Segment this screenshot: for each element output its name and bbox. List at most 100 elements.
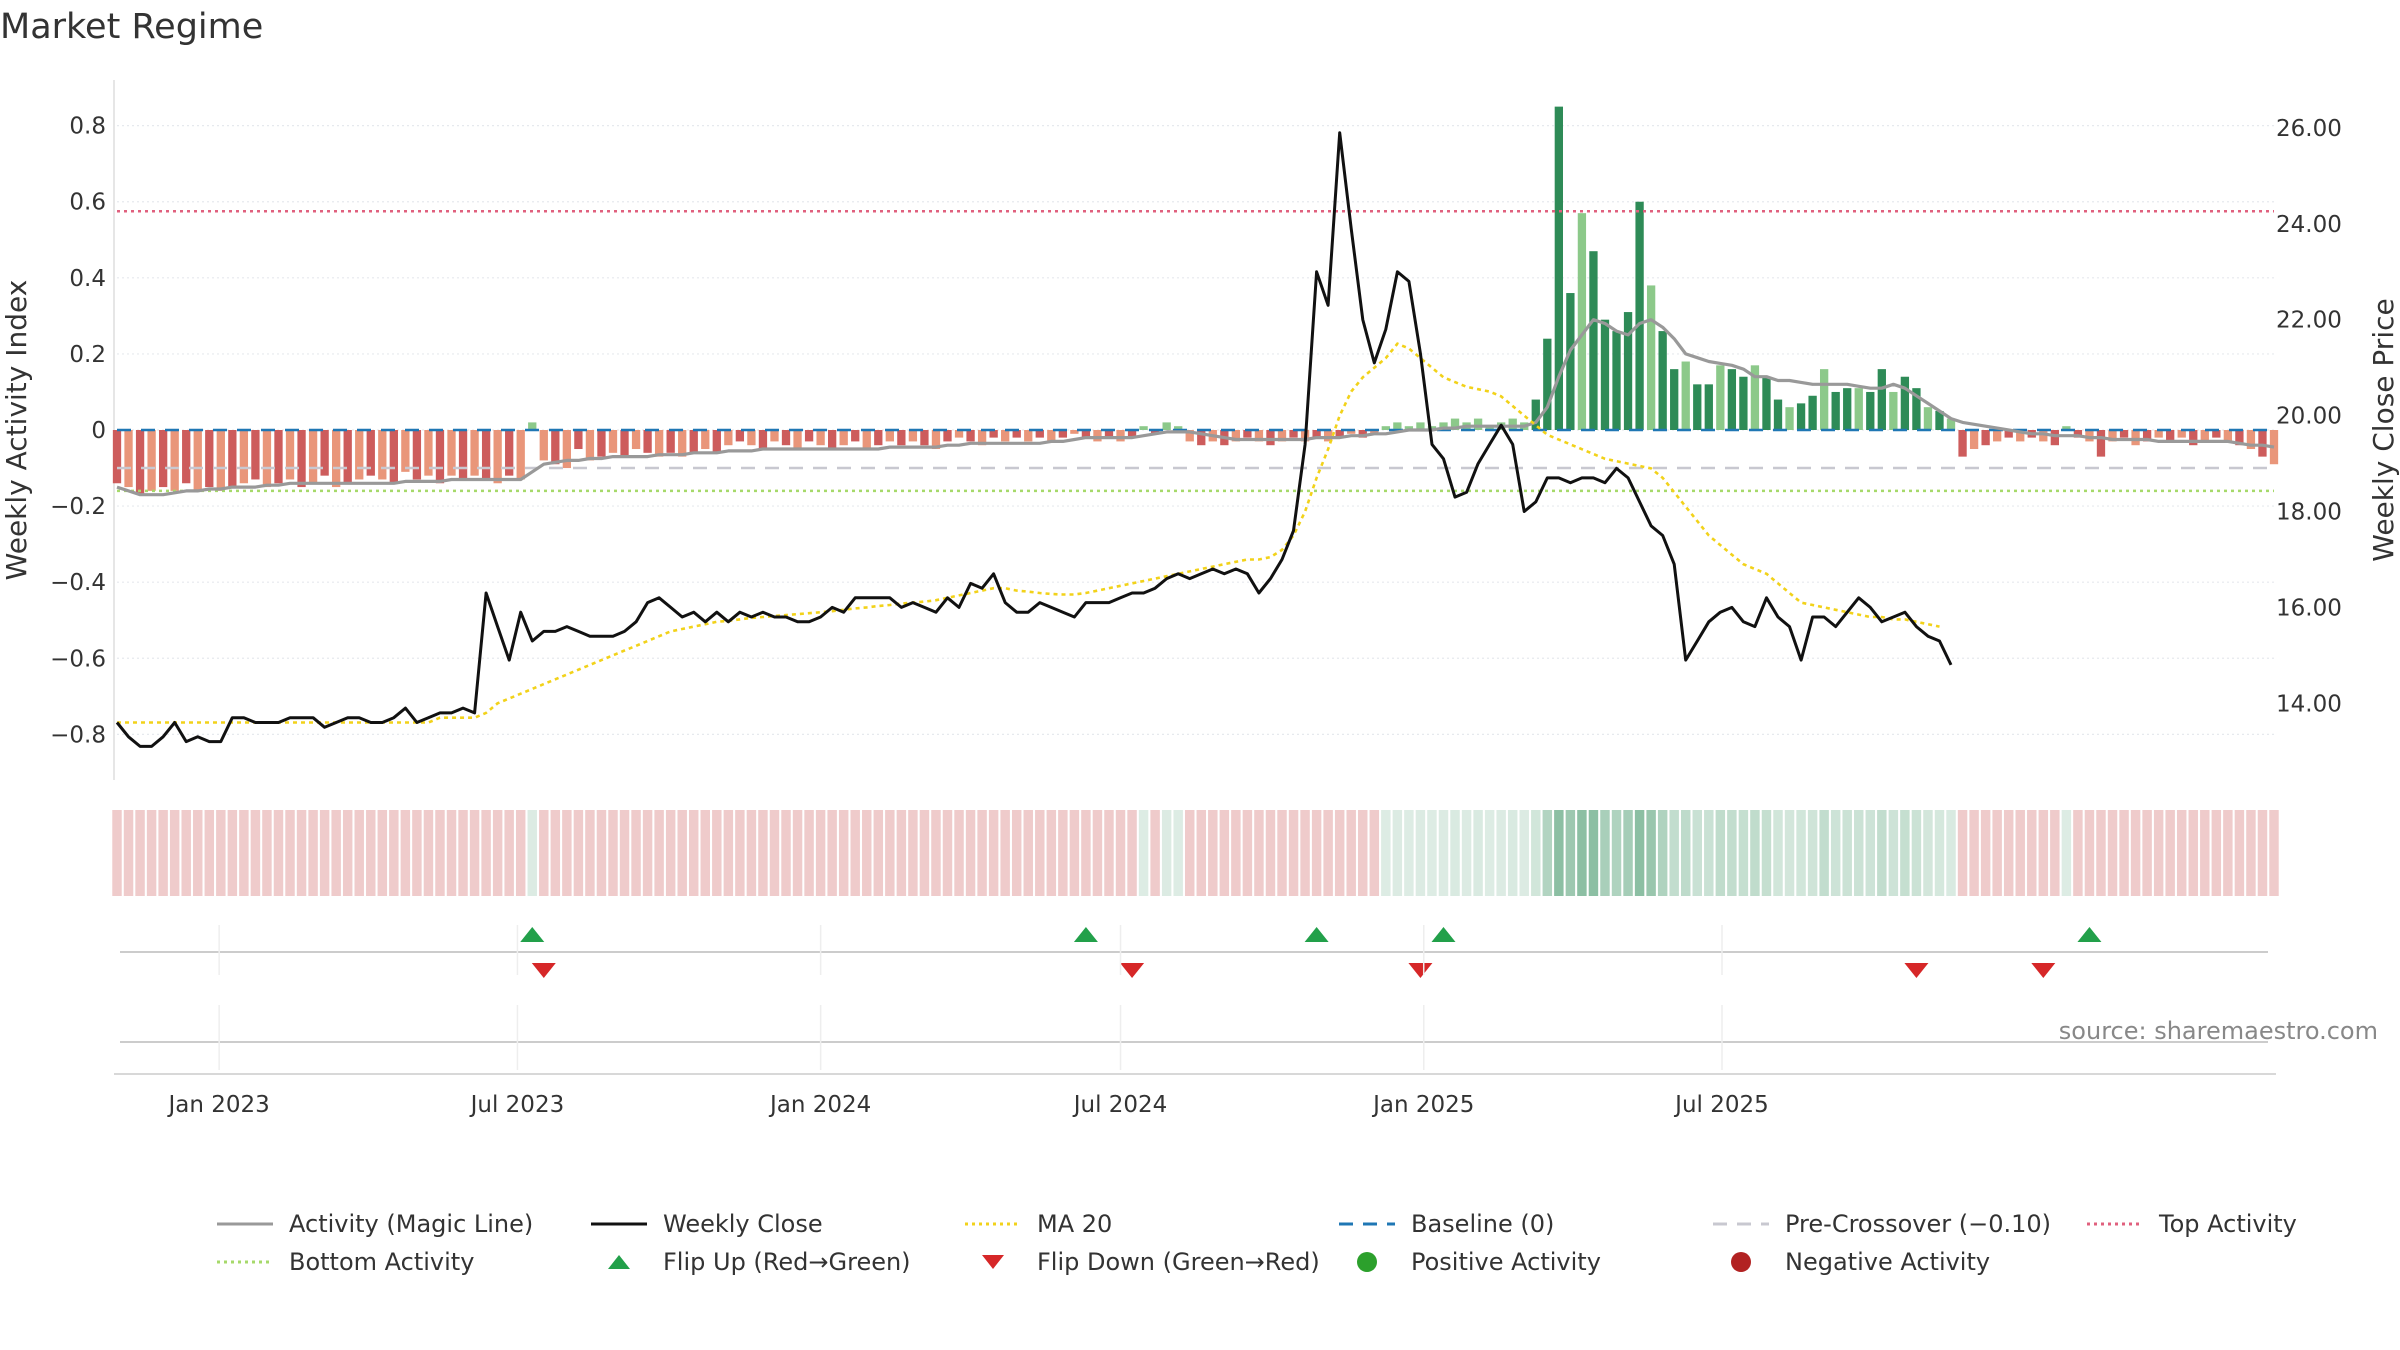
regime-cell	[804, 810, 814, 896]
activity-bar	[1024, 430, 1033, 442]
regime-cell	[1969, 810, 1979, 896]
regime-cell	[838, 810, 849, 896]
regime-cell	[1623, 810, 1633, 896]
activity-bar	[1473, 418, 1483, 430]
activity-bar	[2131, 430, 2140, 446]
activity-bar	[1231, 430, 1241, 442]
activity-bar	[1981, 430, 1990, 446]
activity-bar	[1600, 319, 1610, 430]
activity-bar	[124, 430, 133, 488]
regime-cell	[2269, 810, 2279, 896]
regime-cell	[1392, 810, 1403, 896]
activity-bar	[251, 430, 260, 480]
activity-bar	[1416, 422, 1425, 430]
activity-bar	[1866, 391, 1875, 430]
flip-up-marker	[1304, 927, 1329, 942]
activity-bar	[689, 430, 698, 453]
regime-cell	[827, 810, 837, 896]
regime-cell	[216, 810, 226, 896]
regime-cell	[400, 810, 411, 896]
legend-swatch-icon	[1713, 1222, 1769, 1226]
regime-cell	[2003, 810, 2014, 896]
regime-cell	[1138, 810, 1149, 896]
activity-bar	[1577, 213, 1587, 430]
activity-bar	[343, 430, 352, 484]
legend-item-pre_crossover: Pre-Crossover (−0.10)	[1711, 1210, 2085, 1238]
flip-up-marker	[520, 927, 545, 942]
activity-bar	[2016, 430, 2025, 442]
legend-item-top: Top Activity	[2085, 1210, 2315, 1238]
activity-bar	[1116, 430, 1125, 442]
legend-item-flip_up: Flip Up (Red→Green)	[589, 1248, 963, 1276]
activity-bar	[378, 430, 387, 480]
activity-bar	[585, 430, 595, 461]
activity-bar	[920, 430, 929, 446]
flip-down-marker	[1904, 963, 1929, 978]
activity-bar	[1035, 430, 1044, 438]
regime-strip	[112, 810, 2279, 896]
left-tick-label: 0.8	[69, 114, 106, 140]
regime-cell	[896, 810, 907, 896]
regime-cell	[1035, 810, 1045, 896]
activity-bar	[839, 430, 848, 446]
regime-cell	[746, 810, 757, 896]
regime-cell	[1208, 810, 1218, 896]
activity-bar	[1946, 418, 1956, 430]
activity-bar	[2108, 430, 2117, 442]
regime-cell	[123, 810, 134, 896]
regime-cell	[631, 810, 641, 896]
regime-cell	[1242, 810, 1253, 896]
legend-item-baseline: Baseline (0)	[1337, 1210, 1711, 1238]
left-tick-label: −0.8	[50, 722, 106, 748]
source-credit: source: sharemaestro.com	[2059, 1017, 2378, 1045]
regime-cell	[1277, 810, 1287, 896]
regime-cell	[2165, 810, 2175, 896]
activity-bar	[170, 430, 179, 491]
regime-cell	[2223, 810, 2233, 896]
regime-cell	[250, 810, 261, 896]
regime-cell	[262, 810, 272, 896]
legend-swatch-icon	[217, 1222, 273, 1226]
regime-cell	[1507, 810, 1518, 896]
regime-cell	[227, 810, 238, 896]
legend-label: Bottom Activity	[289, 1248, 475, 1276]
activity-bar	[1070, 430, 1079, 434]
regime-cell	[873, 810, 884, 896]
legend-item-close: Weekly Close	[589, 1210, 963, 1238]
activity-bar	[1635, 201, 1644, 430]
regime-cell	[1830, 810, 1841, 896]
activity-bar	[712, 430, 721, 453]
activity-bar	[1623, 312, 1633, 430]
regime-cell	[1381, 810, 1391, 896]
activity-bar	[528, 422, 537, 430]
left-tick-label: 0.4	[69, 266, 106, 292]
left-axis-label: Weekly Activity Index	[0, 280, 33, 581]
regime-cell	[1219, 810, 1230, 896]
regime-cell	[1046, 810, 1057, 896]
activity-bar	[1681, 361, 1690, 430]
activity-bar	[1081, 430, 1091, 438]
regime-cell	[1185, 810, 1195, 896]
legend-swatch-icon	[982, 1255, 1004, 1269]
activity-bar	[1993, 430, 2002, 442]
activity-bar	[1912, 388, 1921, 430]
regime-cell	[1104, 810, 1114, 896]
activity-bar	[228, 430, 237, 488]
activity-bar	[1358, 430, 1367, 438]
activity-bar	[481, 430, 491, 480]
activity-bar	[1531, 399, 1540, 430]
legend-label: Positive Activity	[1411, 1248, 1601, 1276]
activity-bar	[1174, 426, 1183, 430]
regime-cell	[1519, 810, 1529, 896]
right-tick-label: 20.00	[2276, 404, 2342, 430]
regime-cell	[1784, 810, 1795, 896]
regime-cell	[308, 810, 318, 896]
activity-bar	[516, 430, 525, 480]
legend-item-ma: MA 20	[963, 1210, 1337, 1238]
activity-bar	[758, 430, 768, 450]
regime-cell	[135, 810, 145, 896]
legend-item-bottom: Bottom Activity	[215, 1248, 589, 1276]
activity-bar	[931, 430, 941, 450]
regime-cell	[331, 810, 341, 896]
regime-cell	[515, 810, 526, 896]
